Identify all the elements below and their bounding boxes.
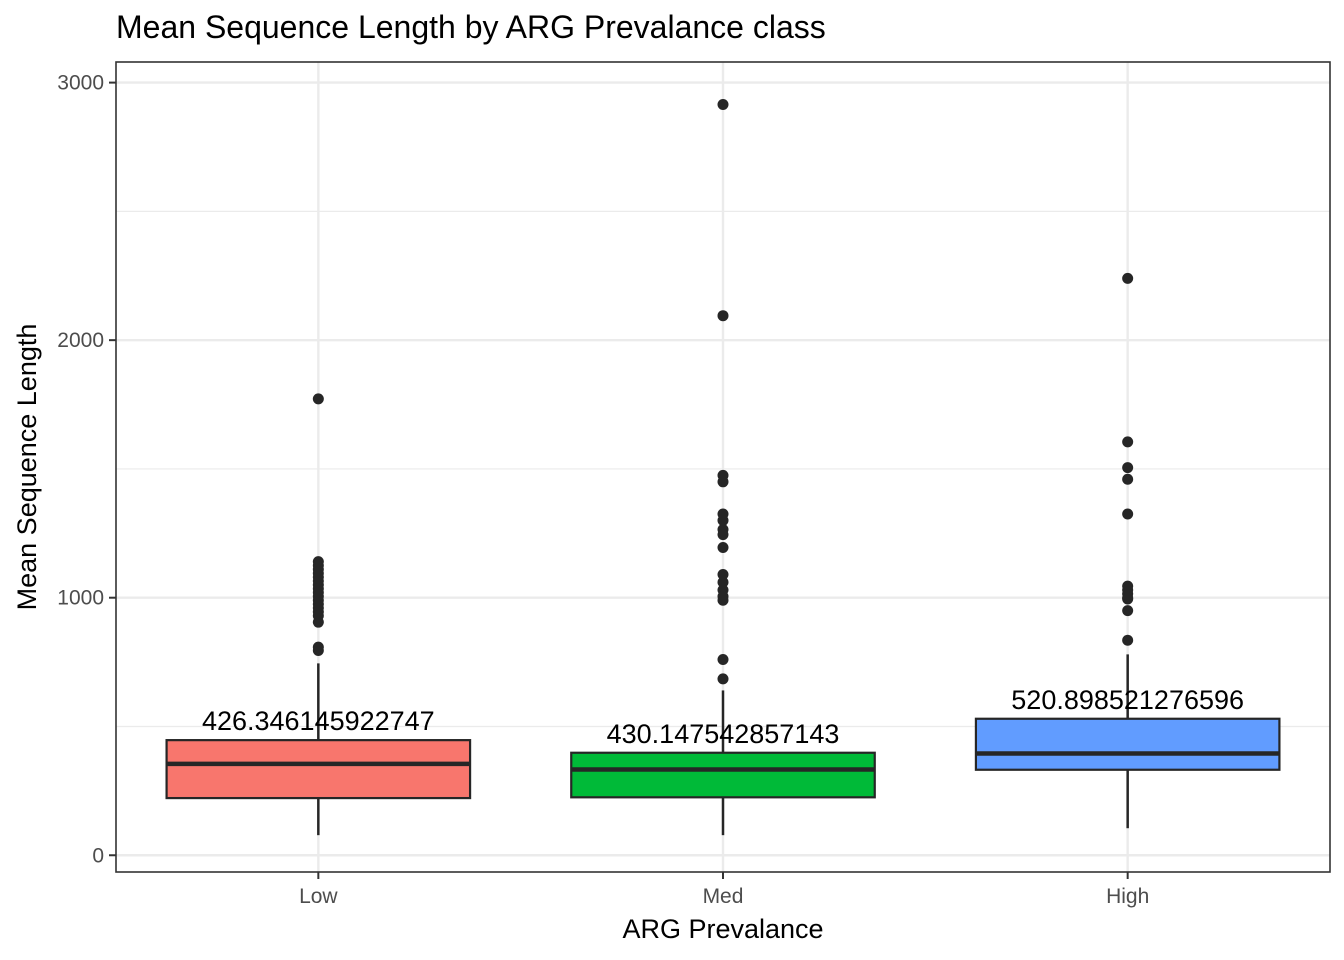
axes: 0 1000 2000 3000 Low Med High [57, 72, 1149, 908]
outlier-point [717, 594, 729, 606]
outlier-point [717, 673, 729, 685]
box-group-high [974, 272, 1281, 829]
chart-title: Mean Sequence Length by ARG Prevalance c… [116, 9, 826, 45]
y-tick-label: 3000 [57, 72, 104, 95]
outlier-point [1122, 462, 1134, 474]
box-med [570, 751, 876, 799]
x-tick-label: Low [299, 885, 338, 908]
mean-label-low: 426.346145922747 [202, 706, 435, 736]
y-tick-label: 0 [92, 844, 104, 867]
outlier-point [312, 616, 324, 628]
x-tick-label: High [1106, 885, 1149, 908]
outlier-point [717, 654, 729, 666]
outlier-point [1122, 436, 1134, 448]
outlier-point [1122, 272, 1134, 284]
outlier-point [312, 645, 324, 657]
mean-label-med: 430.147542857143 [607, 719, 840, 749]
box-low [165, 739, 472, 800]
x-axis-title: ARG Prevalance [622, 914, 823, 944]
mean-label-high: 520.898521276596 [1011, 685, 1244, 715]
box-group-low [165, 393, 472, 836]
x-tick-label: Med [703, 885, 744, 908]
mean-labels: 426.346145922747 430.147542857143 520.8985… [202, 685, 1244, 749]
outlier-point [1122, 473, 1134, 485]
y-tick-label: 2000 [57, 329, 104, 352]
y-tick-label: 1000 [57, 587, 104, 610]
outlier-point [717, 98, 729, 110]
y-axis-title: Mean Sequence Length [12, 324, 42, 611]
outlier-point [717, 514, 729, 526]
boxes [165, 98, 1281, 836]
box-group-med [570, 98, 876, 836]
outlier-point [1122, 634, 1134, 646]
outlier-point [1122, 605, 1134, 617]
outlier-point [717, 569, 729, 581]
outlier-point [717, 476, 729, 488]
outlier-point [717, 529, 729, 541]
outlier-point [717, 541, 729, 553]
outlier-point [312, 393, 324, 405]
outlier-point [717, 576, 729, 588]
outlier-point [1122, 593, 1134, 605]
outlier-point [717, 310, 729, 322]
outlier-point [1122, 508, 1134, 520]
box-high [974, 717, 1281, 771]
